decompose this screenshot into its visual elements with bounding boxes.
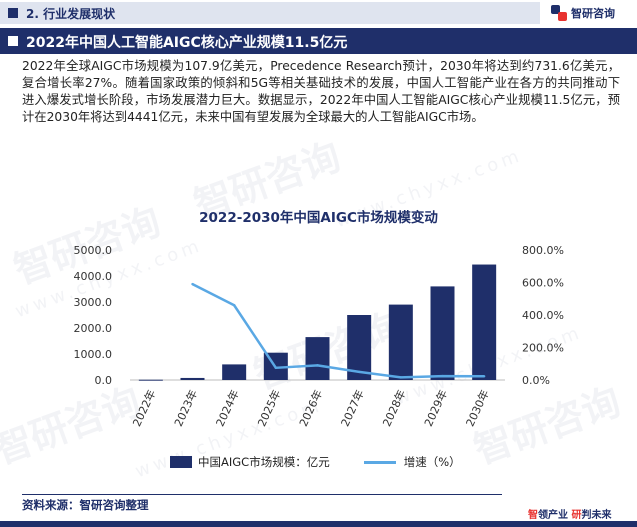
source-note: 资料来源：智研咨询整理 — [22, 498, 149, 512]
growth-point — [482, 375, 486, 378]
page-title: 2022年中国人工智能AIGC核心产业规模11.5亿元 — [26, 35, 348, 51]
x-tick-label: 2026年 — [296, 387, 325, 428]
growth-point — [232, 304, 236, 307]
y-left-tick-label: 5000.0 — [74, 244, 113, 257]
title-square-icon — [8, 36, 18, 46]
x-tick-label: 2023年 — [171, 387, 200, 428]
footer-brand-part2: 领产业 — [538, 510, 568, 521]
y-left-tick-label: 2000.0 — [74, 322, 113, 335]
bar — [472, 264, 497, 380]
bar — [138, 379, 163, 381]
y-right-tick-label: 600.0% — [522, 277, 564, 290]
bar — [388, 304, 413, 380]
bar — [222, 364, 247, 380]
y-right-tick-label: 0.0% — [522, 374, 550, 387]
title-bar: 2022年中国人工智能AIGC核心产业规模11.5亿元 — [0, 28, 637, 54]
intro-paragraph: 2022年全球AIGC市场规模为107.9亿美元，Precedence Rese… — [22, 59, 620, 124]
bar — [347, 315, 372, 380]
growth-line — [191, 283, 485, 379]
legend-line-swatch — [363, 460, 396, 464]
footer-brand: 智领产业 研判未来 — [528, 506, 611, 521]
legend-bar-label: 中国AIGC市场规模：亿元 — [198, 455, 330, 469]
x-tick-label: 2024年 — [213, 387, 242, 428]
legend-bar-swatch — [170, 456, 192, 468]
footer-brand-part3: 研 — [571, 510, 582, 521]
footer-brand-part4: 判未来 — [581, 510, 612, 521]
growth-point — [441, 374, 444, 378]
section-title: 2. 行业发展现状 — [26, 7, 116, 21]
growth-point — [316, 364, 319, 367]
bar — [180, 377, 205, 380]
chart-title: 2022-2030年中国AIGC市场规模变动 — [199, 210, 438, 226]
growth-point — [274, 366, 278, 370]
growth-point — [399, 376, 403, 379]
bar — [305, 337, 330, 380]
x-tick-label: 2025年 — [254, 387, 283, 428]
logo-text: 智研咨询 — [571, 7, 615, 20]
x-tick-label: 2028年 — [379, 387, 408, 428]
x-tick-label: 2029年 — [421, 387, 450, 428]
y-right-tick-label: 800.0% — [522, 244, 564, 257]
footer-brand-part1: 智 — [528, 510, 538, 521]
y-left-tick-label: 4000.0 — [74, 270, 113, 283]
y-right-tick-label: 200.0% — [522, 342, 564, 355]
legend: 中国AIGC市场规模：亿元 增速（%） — [170, 454, 461, 470]
legend-line-label: 增速（%） — [403, 455, 461, 469]
section-header: 2. 行业发展现状 智研咨询 — [0, 0, 637, 26]
logo-mark-icon — [551, 5, 567, 21]
x-tick-label: 2030年 — [463, 387, 492, 428]
y-left-tick-label: 0.0 — [95, 374, 113, 387]
growth-point — [357, 370, 361, 374]
x-tick-label: 2022年 — [129, 387, 158, 428]
bar — [430, 286, 455, 380]
y-right-tick-label: 400.0% — [522, 309, 564, 322]
section-header-bar — [0, 2, 540, 24]
section-square-icon — [8, 8, 18, 18]
y-left-tick-label: 1000.0 — [74, 348, 113, 361]
logo: 智研咨询 — [551, 4, 615, 22]
y-left-tick-label: 3000.0 — [74, 296, 113, 309]
footer-divider — [22, 494, 502, 495]
x-tick-label: 2027年 — [338, 387, 367, 428]
bottom-bar — [0, 521, 637, 527]
growth-point — [191, 282, 194, 286]
